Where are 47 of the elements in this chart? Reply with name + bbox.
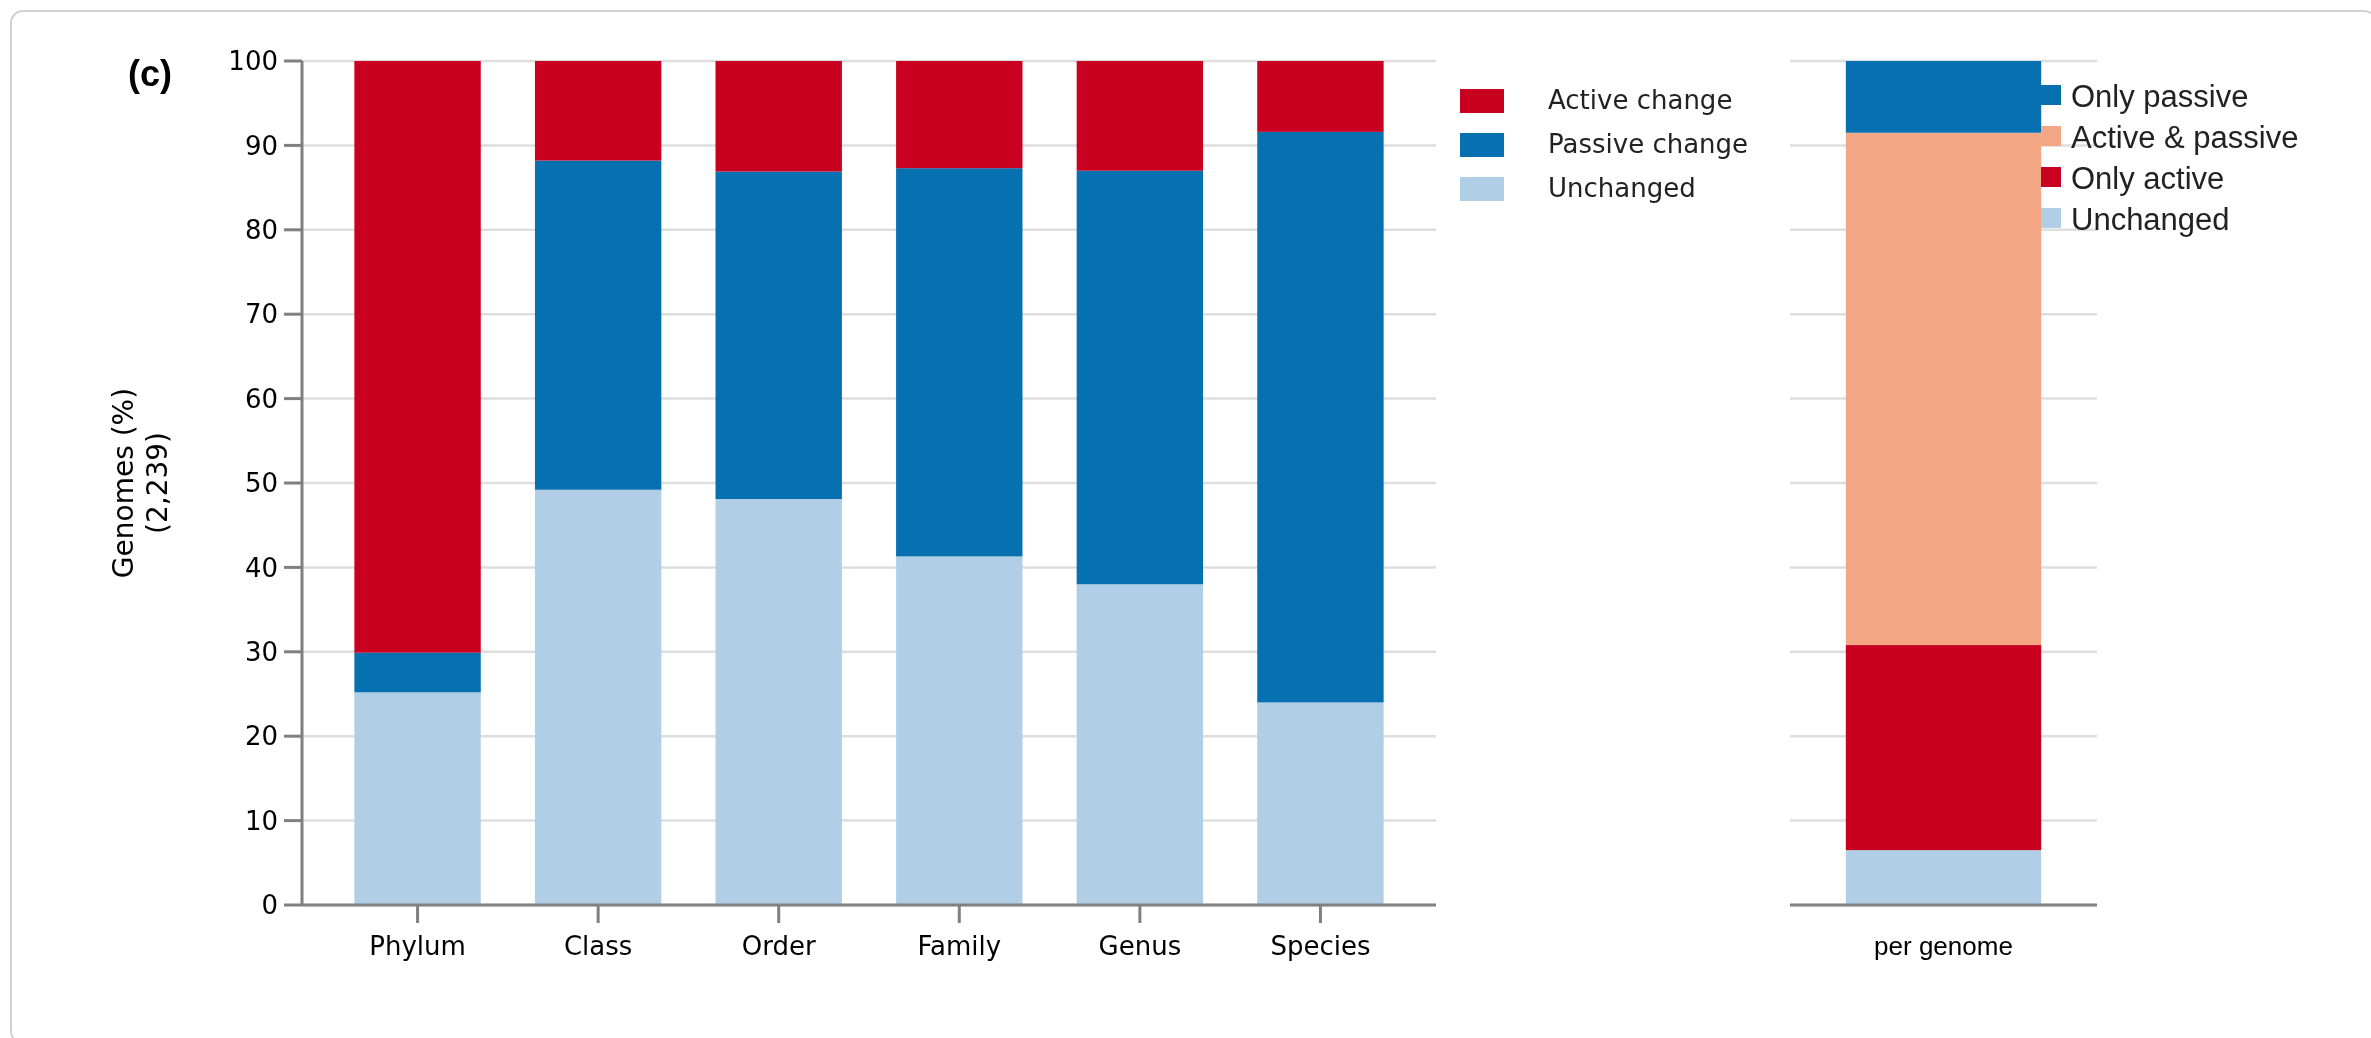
y-tick-label: 100 [228, 46, 278, 77]
bar [1257, 61, 1384, 132]
x-tick-label: Species [1270, 931, 1371, 961]
x-tick-label: per genome [1874, 931, 2013, 961]
y-tick-label: 30 [244, 636, 278, 667]
bar [1076, 170, 1204, 585]
bar [896, 168, 1023, 557]
bar [534, 61, 662, 161]
y-tick-label: 20 [244, 721, 278, 752]
bar [715, 499, 842, 905]
text: (c) [128, 53, 172, 94]
x-tick-label: Genus [1098, 931, 1182, 961]
bar [1845, 850, 2042, 905]
legend-label: Unchanged [2071, 201, 2230, 237]
bar [1076, 61, 1204, 171]
bar [534, 489, 662, 905]
bar [715, 171, 842, 500]
y-tick-label: 70 [244, 299, 278, 330]
legend-label: Active change [1548, 85, 1733, 116]
x-tick-label: Phylum [369, 931, 466, 961]
y-tick-label: 50 [244, 468, 278, 499]
x-tick-label: Family [917, 931, 1002, 961]
y-tick-label: 40 [244, 552, 278, 583]
y-tick-label: 90 [244, 130, 278, 161]
bar [1076, 584, 1204, 905]
y-tick-label: 60 [244, 383, 278, 414]
y-tick-label: 0 [261, 890, 278, 921]
x-tick-label: Order [741, 931, 816, 961]
bar [534, 160, 662, 490]
y-tick-label: 80 [244, 214, 278, 245]
bar [896, 61, 1023, 169]
bar [715, 61, 842, 172]
x-tick-label: Class [563, 931, 633, 961]
y-tick-label: 10 [244, 805, 278, 836]
legend-label: Passive change [1548, 129, 1749, 160]
legend-label: Unchanged [1548, 173, 1696, 204]
bar [354, 692, 481, 905]
bar [354, 61, 481, 653]
bar [1257, 702, 1384, 905]
bar [1845, 645, 2042, 851]
legend-label: Only passive [2071, 78, 2249, 114]
bar [896, 556, 1023, 905]
bar [1257, 131, 1384, 703]
bar [354, 652, 481, 693]
legend-label: Active & passive [2071, 119, 2299, 155]
y-axis-title: Genomes (%) (2,239) [107, 387, 174, 579]
legend-label: Only active [2071, 160, 2225, 196]
